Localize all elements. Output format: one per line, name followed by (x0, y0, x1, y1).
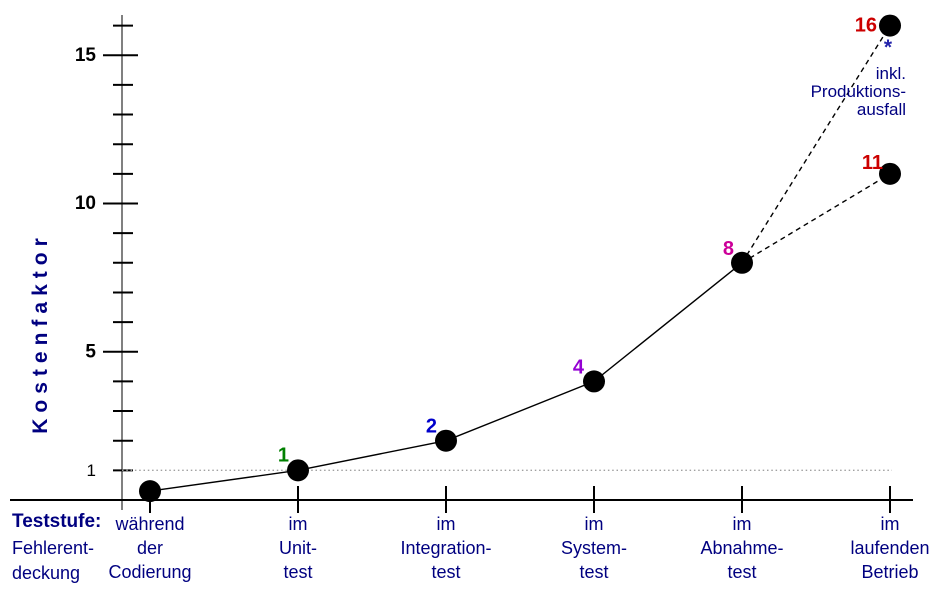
x-axis-category-label: im Unit- test (278, 514, 317, 582)
y-axis-tick-label: 1 (87, 461, 96, 480)
data-point-label: 1 (278, 444, 289, 466)
data-point-label: 4 (573, 356, 585, 378)
y-axis-tick-label: 15 (75, 45, 97, 66)
dashed-projection (741, 173, 891, 264)
x-axis-category-label: während der Codierung (108, 514, 192, 582)
x-axis-category-label: im Abnahme- test (700, 514, 784, 582)
x-axis-subtitle: Fehlerent- deckung (12, 538, 95, 583)
data-point-label: 8 (723, 238, 734, 260)
annotation-asterisk: * (883, 36, 893, 59)
x-axis-title: Teststufe: (12, 511, 102, 532)
data-point (879, 14, 901, 37)
cost-curve (149, 262, 743, 492)
y-axis-title: Kostenfaktor (29, 232, 52, 434)
data-point-label: 2 (426, 416, 437, 438)
y-axis-tick-label: 5 (85, 341, 96, 362)
data-point-label: 16 (855, 15, 877, 37)
data-point-label: 11 (862, 152, 883, 174)
annotation-produktionsausfall: inkl. Produktions- ausfall (810, 64, 906, 119)
data-point (731, 251, 753, 274)
x-axis-category-label: im System- test (560, 514, 627, 582)
data-point (435, 429, 457, 452)
dashed-projection (741, 25, 891, 264)
data-point (287, 459, 309, 482)
data-point (139, 480, 161, 503)
y-axis-tick-label: 10 (75, 193, 96, 214)
data-point (583, 370, 605, 393)
data-point (879, 162, 901, 185)
x-axis-category-label: im laufenden Betrieb (850, 514, 930, 582)
x-axis-category-label: im Integration- test (400, 514, 492, 582)
